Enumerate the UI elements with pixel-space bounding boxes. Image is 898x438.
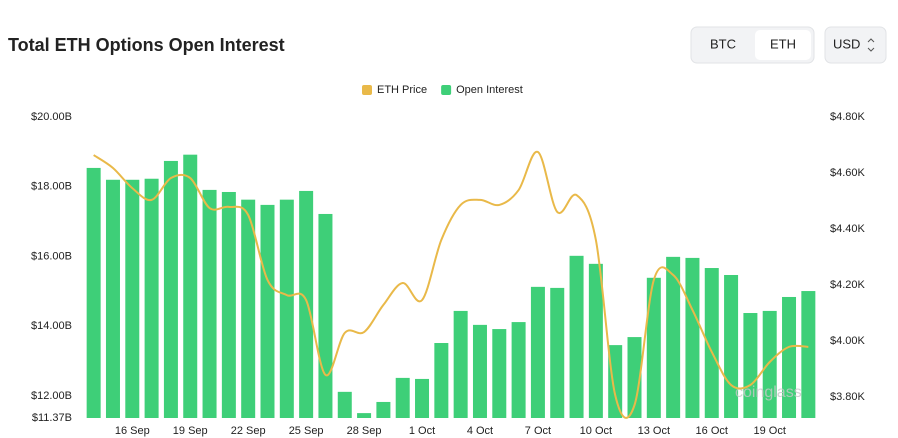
y-tick-label: $11.37B xyxy=(32,412,72,424)
bar xyxy=(530,286,545,418)
x-tick-label: 25 Sep xyxy=(289,425,324,437)
y-tick-label: $12.00B xyxy=(31,390,72,402)
bar xyxy=(202,189,217,418)
x-tick-label: 13 Oct xyxy=(638,425,670,437)
bar xyxy=(279,199,294,418)
bar xyxy=(434,343,449,418)
bar xyxy=(318,213,333,418)
toggle-active xyxy=(755,30,811,60)
y2-tick-label: $4.00K xyxy=(830,335,866,347)
bar xyxy=(241,199,256,418)
y2-tick-label: $4.80K xyxy=(830,111,866,123)
bar xyxy=(588,263,603,418)
bar xyxy=(144,178,159,418)
bar xyxy=(666,256,681,418)
bar xyxy=(569,255,584,418)
bar xyxy=(801,291,816,418)
select-arrows xyxy=(867,38,875,52)
y-tick-label: $20.00B xyxy=(31,111,72,123)
bar xyxy=(163,160,178,418)
x-tick-label: 4 Oct xyxy=(467,425,493,437)
bar xyxy=(105,179,120,418)
bar xyxy=(299,190,314,418)
y-tick-label: $16.00B xyxy=(31,250,72,262)
y2-tick-label: $4.40K xyxy=(830,223,866,235)
x-tick-label: 22 Sep xyxy=(231,425,266,437)
legend-label: Open Interest xyxy=(456,84,523,96)
y2-tick-label: $4.20K xyxy=(830,279,866,291)
y2-tick-label: $3.80K xyxy=(830,391,866,403)
legend-swatch xyxy=(441,85,452,95)
bar xyxy=(646,277,661,418)
x-tick-label: 19 Sep xyxy=(173,425,208,437)
x-tick-label: 16 Oct xyxy=(696,425,728,437)
bar xyxy=(337,391,352,418)
bar xyxy=(376,401,391,418)
x-tick-label: 7 Oct xyxy=(525,425,551,437)
bar xyxy=(762,310,777,418)
toggle-button[interactable]: BTC xyxy=(710,36,736,51)
bar xyxy=(550,287,565,418)
bar xyxy=(260,204,275,418)
currency-label: USD xyxy=(833,36,860,51)
legend-label: ETH Price xyxy=(377,84,427,96)
bar xyxy=(511,322,526,418)
bar xyxy=(627,337,642,418)
y-tick-label: $14.00B xyxy=(31,320,72,332)
bar xyxy=(86,167,101,418)
y2-tick-label: $4.60K xyxy=(830,167,866,179)
bar xyxy=(743,313,758,418)
x-tick-label: 1 Oct xyxy=(409,425,435,437)
bar xyxy=(685,257,700,418)
toggle-button[interactable]: ETH xyxy=(770,36,796,51)
bar xyxy=(357,413,372,418)
bar xyxy=(221,191,236,418)
bar xyxy=(782,296,797,418)
x-tick-label: 16 Sep xyxy=(115,425,150,437)
bar xyxy=(608,345,623,418)
chart-title: Total ETH Options Open Interest xyxy=(8,35,285,55)
x-tick-label: 19 Oct xyxy=(754,425,786,437)
legend-swatch xyxy=(362,85,372,95)
bar xyxy=(415,378,430,418)
x-tick-label: 28 Sep xyxy=(347,425,382,437)
bar xyxy=(472,324,487,418)
currency-select[interactable] xyxy=(824,26,887,64)
price-line xyxy=(93,150,809,419)
y-tick-label: $18.00B xyxy=(31,181,72,193)
bar xyxy=(492,329,507,418)
x-tick-label: 10 Oct xyxy=(580,425,612,437)
watermark: coinglass xyxy=(735,384,802,401)
bar xyxy=(125,179,140,418)
bar xyxy=(704,268,719,418)
bar xyxy=(453,310,468,418)
bar xyxy=(395,377,410,418)
bar xyxy=(183,154,198,419)
